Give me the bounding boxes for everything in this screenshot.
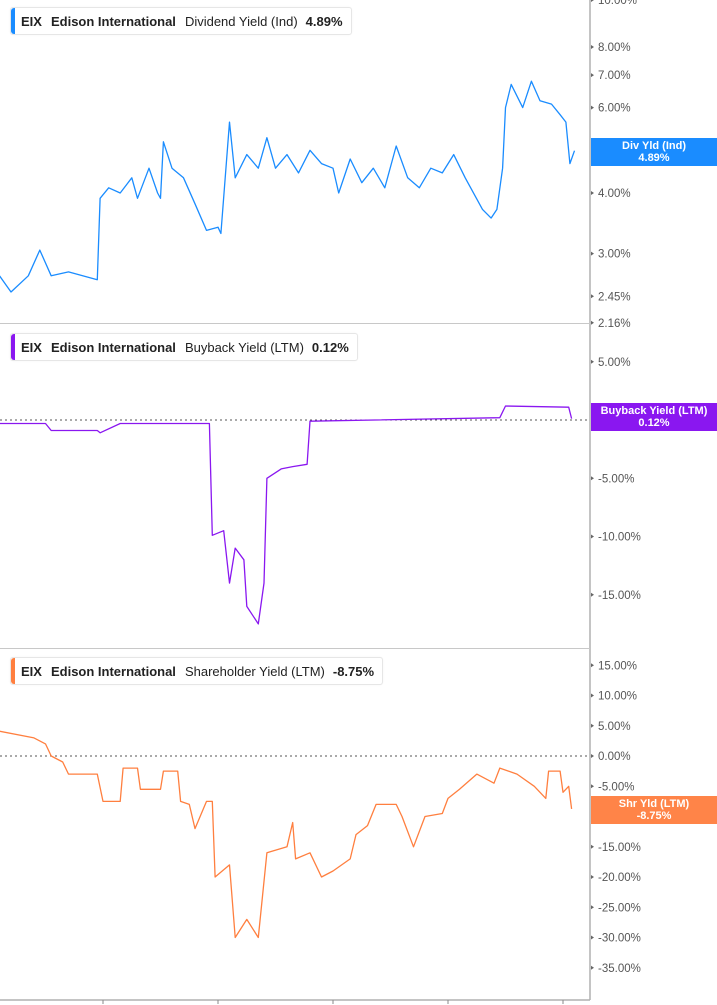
y-tick-mark xyxy=(591,294,594,299)
y-tick-label: 8.00% xyxy=(598,42,631,54)
y-tick-mark xyxy=(591,191,594,196)
legend-buyback-yield: EIX Edison International Buyback Yield (… xyxy=(10,333,358,361)
y-tick-label: -15.00% xyxy=(598,842,641,854)
y-tick-label: 2.45% xyxy=(598,291,631,303)
badge-buyback-yield: Buyback Yield (LTM) 0.12% xyxy=(591,403,717,431)
y-tick-label: -10.00% xyxy=(598,532,641,544)
y-tick-label: 15.00% xyxy=(598,660,637,672)
x-tick-label: 2022 xyxy=(319,1003,348,1005)
x-tick-label: 2020 xyxy=(204,1003,233,1005)
y-tick-label: 6.00% xyxy=(598,103,631,115)
y-tick-mark xyxy=(591,251,594,256)
badge-value: -8.75% xyxy=(636,810,672,822)
y-tick-label: -5.00% xyxy=(598,781,634,793)
legend-color-bar xyxy=(11,658,15,684)
legend-ticker: EIX xyxy=(21,13,42,29)
legend-company: Edison International xyxy=(50,339,176,355)
legend-value: 4.89% xyxy=(305,13,343,29)
legend-dividend-yield: EIX Edison International Dividend Yield … xyxy=(10,7,352,35)
y-tick-label: 2.16% xyxy=(598,318,631,330)
y-tick-mark xyxy=(591,592,594,597)
badge-label: Div Yld (Ind) xyxy=(622,140,686,152)
x-tick-label: 2018 xyxy=(89,1003,118,1005)
y-tick-mark xyxy=(591,0,594,2)
y-tick-mark xyxy=(591,965,594,970)
y-tick-mark xyxy=(591,105,594,110)
legend-color-bar xyxy=(11,8,15,34)
series-line-0 xyxy=(0,80,576,293)
y-tick-label: -20.00% xyxy=(598,872,641,884)
x-tick-label: 2026 xyxy=(549,1003,578,1005)
y-tick-label: 7.00% xyxy=(598,70,631,82)
badge-value: 0.12% xyxy=(638,417,670,429)
y-tick-label: 4.00% xyxy=(598,188,631,200)
x-tick-label: 2024 xyxy=(434,1003,464,1005)
legend-company: Edison International xyxy=(50,13,176,29)
badge-value: 4.89% xyxy=(638,152,670,164)
badge-label: Buyback Yield (LTM) xyxy=(600,405,708,417)
legend-metric: Shareholder Yield (LTM) xyxy=(184,663,325,679)
y-tick-mark xyxy=(591,663,594,668)
badge-shareholder-yield: Shr Yld (LTM) -8.75% xyxy=(591,796,717,824)
y-tick-mark xyxy=(591,534,594,539)
badge-dividend-yield: Div Yld (Ind) 4.89% xyxy=(591,138,717,166)
legend-ticker: EIX xyxy=(21,663,42,679)
legend-company: Edison International xyxy=(50,663,176,679)
y-tick-label: -5.00% xyxy=(598,473,634,485)
y-tick-mark xyxy=(591,935,594,940)
legend-metric: Dividend Yield (Ind) xyxy=(184,13,298,29)
y-tick-label: -25.00% xyxy=(598,902,641,914)
y-tick-label: -35.00% xyxy=(598,963,641,975)
y-tick-mark xyxy=(591,73,594,78)
legend-color-bar xyxy=(11,334,15,360)
legend-shareholder-yield: EIX Edison International Shareholder Yie… xyxy=(10,657,384,685)
y-tick-label: 0.00% xyxy=(598,751,631,763)
y-tick-label: 5.00% xyxy=(598,357,631,369)
y-tick-label: 10.00% xyxy=(598,691,637,703)
legend-value: 0.12% xyxy=(311,339,349,355)
y-tick-label: -30.00% xyxy=(598,933,641,945)
legend-metric: Buyback Yield (LTM) xyxy=(184,339,304,355)
y-tick-mark xyxy=(591,784,594,789)
y-tick-mark xyxy=(591,359,594,364)
legend-value: -8.75% xyxy=(332,663,375,679)
y-tick-mark xyxy=(591,723,594,728)
y-tick-label: 10.00% xyxy=(598,0,637,7)
y-tick-label: 5.00% xyxy=(598,721,631,733)
series-line-2 xyxy=(0,730,573,939)
series-line-1 xyxy=(0,405,573,625)
legend-ticker: EIX xyxy=(21,339,42,355)
y-tick-mark xyxy=(591,754,594,758)
y-tick-mark xyxy=(591,320,594,325)
y-tick-mark xyxy=(591,693,594,698)
y-tick-mark xyxy=(591,476,594,481)
y-tick-label: 3.00% xyxy=(598,249,631,261)
y-tick-mark xyxy=(591,45,594,50)
y-tick-label: -15.00% xyxy=(598,590,641,602)
badge-label: Shr Yld (LTM) xyxy=(618,798,690,810)
y-tick-mark xyxy=(591,905,594,910)
y-tick-mark xyxy=(591,875,594,879)
y-tick-mark xyxy=(591,844,594,849)
